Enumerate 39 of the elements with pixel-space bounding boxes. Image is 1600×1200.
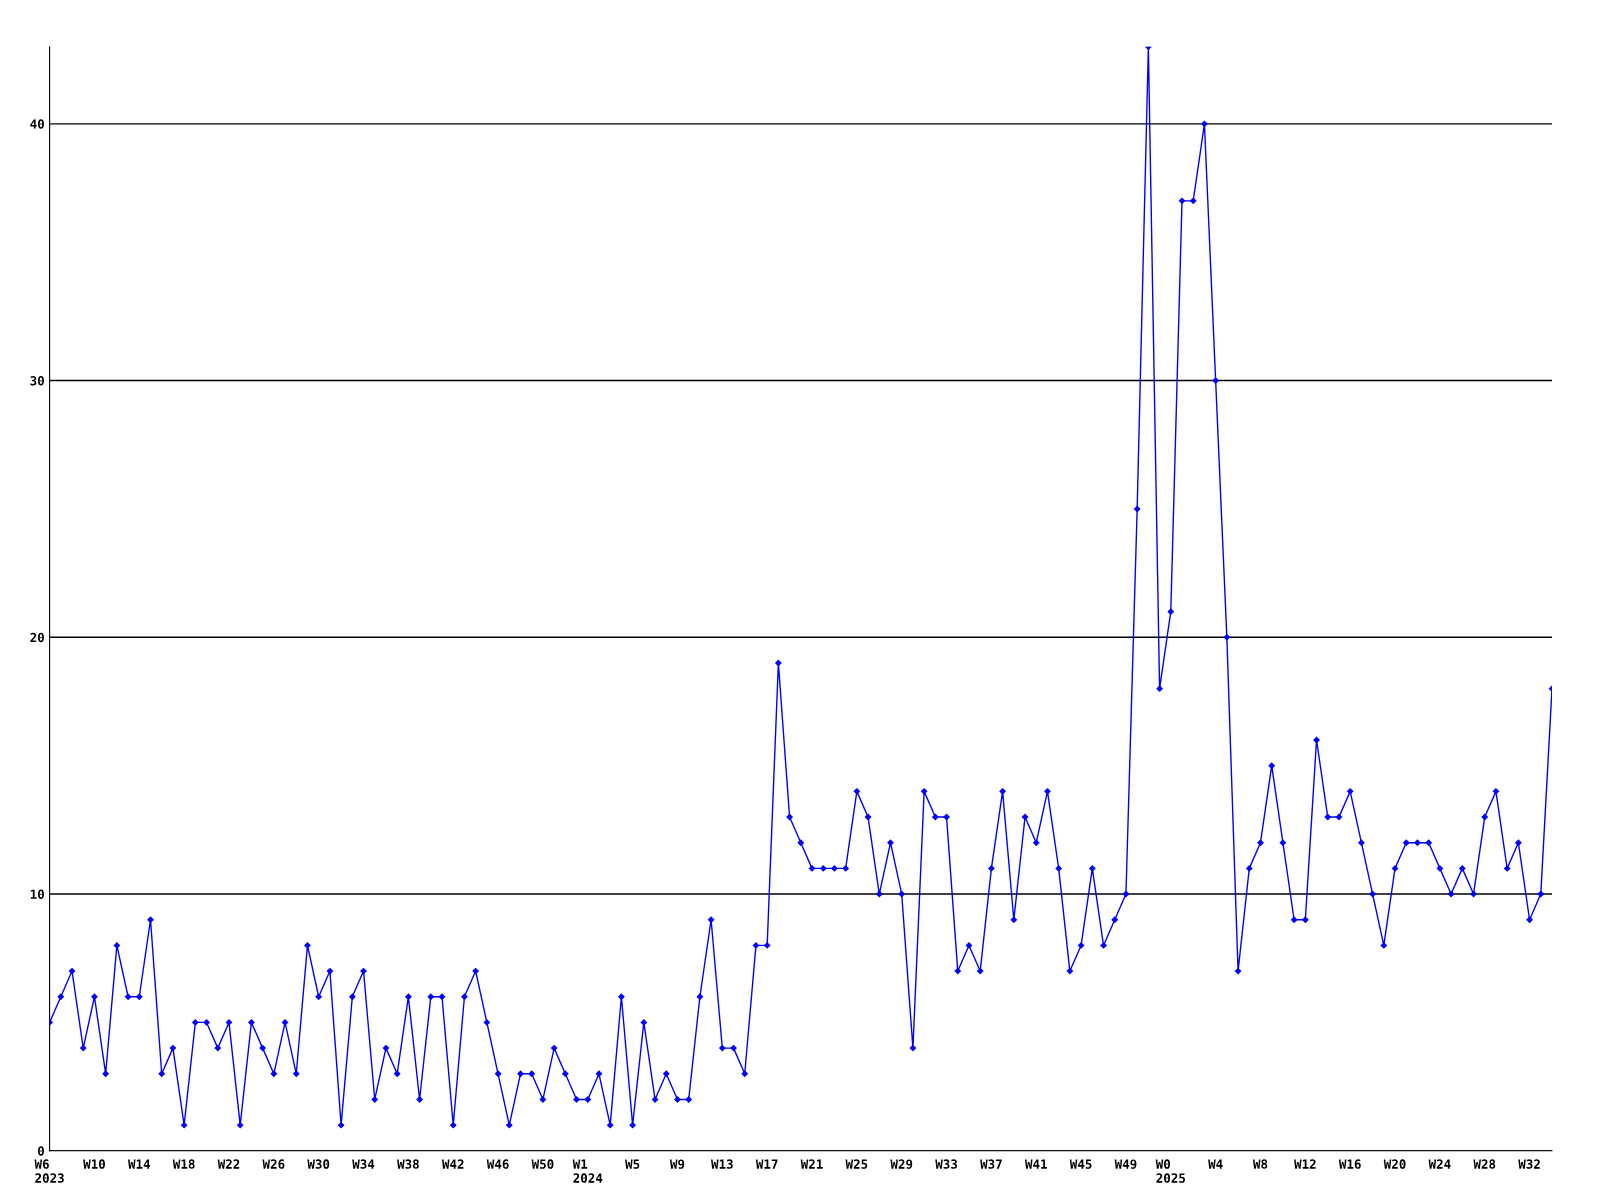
x-tick-label: W21 — [800, 1159, 823, 1169]
x-tick-label: W6 2023 — [34, 1159, 64, 1183]
x-tick-label: W4 — [1208, 1159, 1223, 1169]
x-tick-label: W14 — [128, 1159, 151, 1169]
x-tick-label: W45 — [1069, 1159, 1092, 1169]
x-tick-label: W16 — [1338, 1159, 1361, 1169]
x-tick-label: W49 — [1114, 1159, 1137, 1169]
x-tick-label: W33 — [935, 1159, 958, 1169]
x-tick-label: W32 — [1518, 1159, 1540, 1169]
x-tick-label: W25 — [845, 1159, 868, 1169]
x-tick-label: W0 2025 — [1155, 1159, 1185, 1183]
x-tick-label: W8 — [1252, 1159, 1268, 1169]
x-tick-label: W22 — [217, 1159, 240, 1169]
x-tick-label: W37 — [980, 1159, 1002, 1169]
x-tick-label: W5 — [625, 1159, 640, 1169]
x-tick-label: W46 — [486, 1159, 509, 1169]
y-tick-label: 10 — [30, 889, 44, 899]
x-tick-label: W18 — [172, 1159, 195, 1169]
x-tick-label: W41 — [1024, 1159, 1047, 1169]
x-tick-label: W26 — [262, 1159, 285, 1169]
x-tick-label: W38 — [397, 1159, 419, 1169]
x-tick-label: W24 — [1428, 1159, 1451, 1169]
x-tick-label: W10 — [83, 1159, 105, 1169]
y-tick-label: 20 — [30, 632, 44, 643]
x-tick-label: W17 — [755, 1159, 778, 1169]
x-tick-label: W20 — [1383, 1159, 1406, 1169]
x-tick-label: W30 — [307, 1159, 330, 1169]
y-tick-label: 40 — [30, 119, 44, 129]
x-tick-label: W13 — [711, 1159, 733, 1169]
x-tick-label: W28 — [1473, 1159, 1496, 1169]
x-tick-label: W29 — [890, 1159, 913, 1169]
x-tick-label: W42 — [441, 1159, 464, 1169]
x-tick-label: W9 — [669, 1159, 685, 1169]
x-tick-label: W50 — [531, 1159, 554, 1169]
y-tick-label: 30 — [30, 376, 44, 386]
y-tick-label: 0 — [37, 1146, 44, 1156]
x-tick-label: W34 — [352, 1159, 375, 1169]
x-tick-label: W1 2024 — [572, 1159, 603, 1183]
x-tick-label: W12 — [1294, 1159, 1316, 1169]
